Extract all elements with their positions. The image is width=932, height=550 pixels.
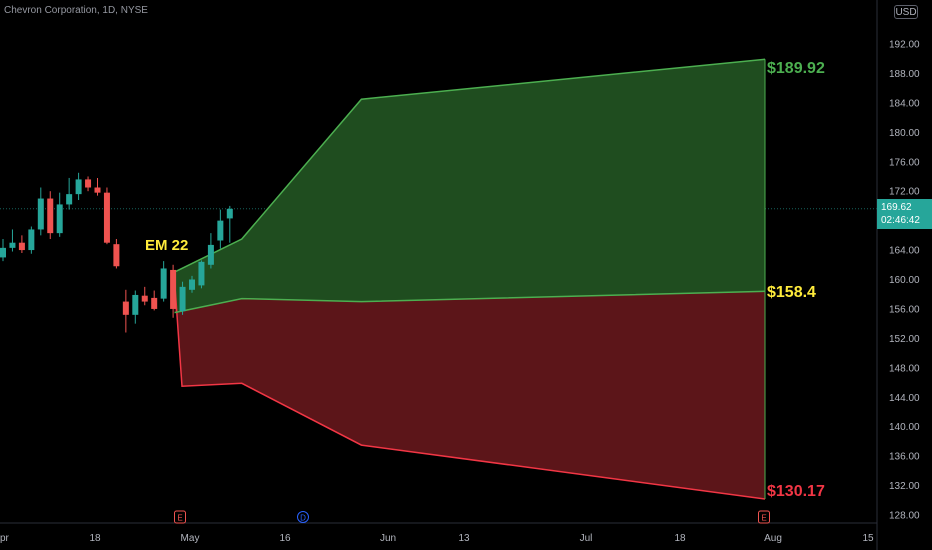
em-label: EM 22 [145,237,188,254]
candle-body [37,198,44,230]
candle-body [132,294,139,315]
y-tick-label: 184.00 [889,98,920,109]
mid-value-label: $158.4 [767,284,816,301]
y-tick-label: 180.00 [889,128,920,139]
candle-body [56,204,63,234]
event-marker-label: D [300,514,306,523]
candle-body [18,242,25,251]
candle-body [179,286,186,312]
currency-button[interactable]: USD [894,5,918,19]
mid-line [174,290,766,314]
expected-move-bands [173,58,766,500]
candle-body [226,208,233,219]
y-tick-label: 132.00 [889,481,920,492]
x-tick-label: pr [0,533,10,544]
x-tick-label: Jul [580,533,593,544]
y-tick-label: 144.00 [889,393,920,404]
candle-body [9,242,16,248]
event-marker-label: E [177,514,182,523]
last-price: 169.62 [881,202,912,213]
candle-body [103,192,110,243]
upper-value-label: $189.92 [767,60,825,77]
earnings-icon [174,510,186,524]
y-tick-label: 160.00 [889,275,920,286]
candle-body [122,301,129,315]
candle-body [160,268,167,299]
y-tick-label: 128.00 [889,511,920,522]
y-tick-label: 140.00 [889,422,920,433]
y-tick-label: 152.00 [889,334,920,345]
candle-body [28,229,35,251]
candle-body [207,244,214,265]
x-tick-label: May [181,533,200,544]
candle-body [85,179,92,188]
y-tick-label: 172.00 [889,187,920,198]
candle-body [113,244,120,267]
candle-body [75,179,82,195]
candle-body [217,220,224,241]
candle-body [0,247,6,258]
upper-band-area [174,59,765,313]
y-tick-label: 156.00 [889,304,920,315]
x-tick-label: Aug [764,533,782,544]
event-marker[interactable]: D [297,511,309,523]
x-tick-label: 13 [458,533,470,544]
y-tick-label: 164.00 [889,246,920,257]
x-tick-label: 18 [89,533,101,544]
candle-body [141,295,148,302]
candle-body [198,261,205,286]
earnings-icon [758,510,770,524]
candle-body [66,194,73,205]
event-marker-label: E [761,514,766,523]
x-tick-label: 18 [674,533,686,544]
y-tick-label: 148.00 [889,363,920,374]
candles-layer [0,172,233,333]
annotation-layer: EM 22 $189.92 $158.4 $130.17 [145,60,825,500]
lower-band-area [174,279,765,499]
dividend-icon [297,511,309,523]
event-marker[interactable]: E [758,510,770,524]
x-tick-label: 15 [862,533,874,544]
y-tick-label: 176.00 [889,157,920,168]
last-price-tag: 169.62 02:46:42 [877,199,932,229]
chart-title: Chevron Corporation, 1D, NYSE [4,5,148,16]
candle-body [151,297,158,309]
y-tick-label: 188.00 [889,69,920,80]
lower-band-line [173,279,766,500]
event-marker[interactable]: E [174,510,186,524]
candle-body [94,187,101,193]
candle-body [170,269,177,309]
bar-countdown: 02:46:42 [881,215,920,226]
y-tick-label: 136.00 [889,452,920,463]
y-tick-label: 192.00 [889,40,920,51]
lower-value-label: $130.17 [767,483,825,500]
candle-body [189,279,195,290]
x-tick-label: Jun [380,533,396,544]
candle-body [47,198,54,234]
x-tick-label: 16 [279,533,291,544]
